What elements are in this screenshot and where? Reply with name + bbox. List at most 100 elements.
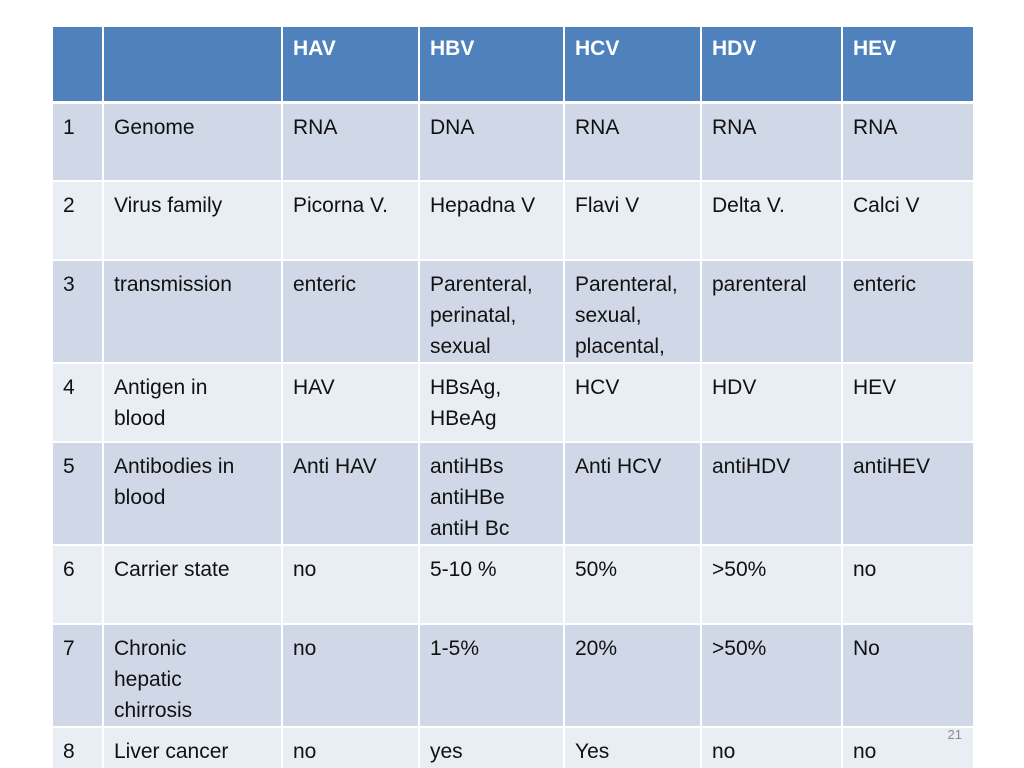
cell-text-line: sexual xyxy=(430,335,491,358)
table-row: 3 transmission enteric Parenteral, perinatal… xyxy=(51,259,975,364)
cell-hcv: Anti HCV xyxy=(563,441,702,546)
row-number-cell: 8 xyxy=(51,726,104,768)
cell-hav: enteric xyxy=(281,259,420,364)
cell-hdv: >50% xyxy=(700,544,843,625)
cell-text-line: DNA xyxy=(430,115,475,139)
cell-text-line: no xyxy=(293,740,317,763)
hepatitis-virus-comparison-table: HAV HBV HCV HDV HEV 1 Genome RNA DNA RNA RNA R… xyxy=(51,25,975,768)
cell-hdv: >50% xyxy=(700,623,843,728)
row-number-cell: 2 xyxy=(51,180,104,261)
cell-hev: HEV xyxy=(841,362,975,443)
cell-text-line: parenteral xyxy=(712,273,807,296)
table-body: 1 Genome RNA DNA RNA RNA RNA 2 Virus family Picor… xyxy=(51,101,975,768)
cell-text-line: yes xyxy=(430,740,463,763)
cell-text-line: no xyxy=(853,558,877,581)
header-cell-number xyxy=(51,25,104,103)
cell-text-line: 50% xyxy=(575,558,618,581)
cell-hev: no xyxy=(841,544,975,625)
row-property-cell: Virus family xyxy=(102,180,283,261)
cell-text-line: Anti HCV xyxy=(575,455,662,478)
cell-text-line: RNA xyxy=(293,115,338,139)
cell-text-line: Liver cancer xyxy=(114,740,229,763)
table-row: 7 Chronic hepatic chirrosis no 1-5% 20% >50% No xyxy=(51,623,975,728)
table-row: 2 Virus family Picorna V. Hepadna V Flavi V D… xyxy=(51,180,975,261)
cell-hdv: no xyxy=(700,726,843,768)
cell-hav: Anti HAV xyxy=(281,441,420,546)
cell-text-line: hepatic xyxy=(114,668,182,691)
cell-hcv: Flavi V xyxy=(563,180,702,261)
cell-hav: no xyxy=(281,623,420,728)
cell-text-line: Hepadna V xyxy=(430,194,536,217)
cell-hdv: parenteral xyxy=(700,259,843,364)
table-row: 8 Liver cancer no yes Yes no no xyxy=(51,726,975,768)
cell-hdv: RNA xyxy=(700,101,843,182)
cell-text-line: Chronic xyxy=(114,637,187,660)
cell-text-line: antiH Bc xyxy=(430,517,510,540)
cell-text-line: HAV xyxy=(293,376,335,399)
cell-hcv: 20% xyxy=(563,623,702,728)
cell-text-line: perinatal, xyxy=(430,304,517,327)
table-row: 4 Antigen in blood HAV HBsAg, HBeAg HCV HDV HEV xyxy=(51,362,975,443)
row-number-cell: 1 xyxy=(51,101,104,182)
cell-text-line: HBsAg, xyxy=(430,376,502,399)
cell-hev: No xyxy=(841,623,975,728)
cell-hev: enteric xyxy=(841,259,975,364)
cell-text-line: RNA xyxy=(853,115,898,139)
cell-text-line: no xyxy=(712,740,736,763)
header-cell-property xyxy=(102,25,283,103)
cell-text-line: enteric xyxy=(293,273,357,296)
cell-text-line: Yes xyxy=(575,740,610,763)
cell-text-line: 1-5% xyxy=(430,637,480,660)
cell-text-line: Genome xyxy=(114,115,195,139)
cell-hdv: antiHDV xyxy=(700,441,843,546)
cell-hav: RNA xyxy=(281,101,420,182)
cell-text-line: transmission xyxy=(114,273,232,296)
cell-text-line: HCV xyxy=(575,376,620,399)
cell-hbv: 5-10 % xyxy=(418,544,565,625)
cell-text-line: Carrier state xyxy=(114,558,230,581)
cell-hcv: Parenteral, sexual, placental, xyxy=(563,259,702,364)
cell-hev: RNA xyxy=(841,101,975,182)
cell-hbv: antiHBs antiHBe antiH Bc xyxy=(418,441,565,546)
cell-text-line: HDV xyxy=(712,376,757,399)
cell-text-line: chirrosis xyxy=(114,699,193,722)
cell-text-line: Delta V. xyxy=(712,194,785,217)
row-number-cell: 5 xyxy=(51,441,104,546)
header-cell-hbv: HBV xyxy=(418,25,565,103)
header-cell-hav: HAV xyxy=(281,25,420,103)
cell-text-line: antiHBe xyxy=(430,486,505,509)
cell-text-line: enteric xyxy=(853,273,917,296)
cell-text-line: Virus family xyxy=(114,194,223,217)
table-row: 6 Carrier state no 5-10 % 50% >50% no xyxy=(51,544,975,625)
cell-text-line: no xyxy=(293,558,317,581)
row-number-cell: 7 xyxy=(51,623,104,728)
cell-hev: no xyxy=(841,726,975,768)
table-row: 5 Antibodies in blood Anti HAV antiHBs antiHB… xyxy=(51,441,975,546)
table-header-row: HAV HBV HCV HDV HEV xyxy=(51,25,975,103)
cell-text-line: blood xyxy=(114,486,166,509)
cell-text-line: Flavi V xyxy=(575,194,640,217)
cell-text-line: sexual, xyxy=(575,304,642,327)
cell-hbv: Hepadna V xyxy=(418,180,565,261)
cell-text-line: Antigen in xyxy=(114,376,208,399)
cell-hav: Picorna V. xyxy=(281,180,420,261)
cell-hdv: Delta V. xyxy=(700,180,843,261)
cell-text-line: >50% xyxy=(712,558,767,581)
row-number-cell: 4 xyxy=(51,362,104,443)
cell-hcv: RNA xyxy=(563,101,702,182)
cell-text-line: >50% xyxy=(712,637,767,660)
cell-text-line: No xyxy=(853,637,880,660)
row-property-cell: Antibodies in blood xyxy=(102,441,283,546)
cell-text-line: antiHDV xyxy=(712,455,791,478)
cell-text-line: no xyxy=(293,637,317,660)
cell-text-line: antiHEV xyxy=(853,455,931,478)
cell-hbv: HBsAg, HBeAg xyxy=(418,362,565,443)
row-property-cell: transmission xyxy=(102,259,283,364)
cell-hav: no xyxy=(281,726,420,768)
cell-text-line: Picorna V. xyxy=(293,194,388,217)
cell-hcv: HCV xyxy=(563,362,702,443)
cell-hbv: 1-5% xyxy=(418,623,565,728)
cell-text-line: RNA xyxy=(712,115,757,139)
table-row: 1 Genome RNA DNA RNA RNA RNA xyxy=(51,101,975,182)
